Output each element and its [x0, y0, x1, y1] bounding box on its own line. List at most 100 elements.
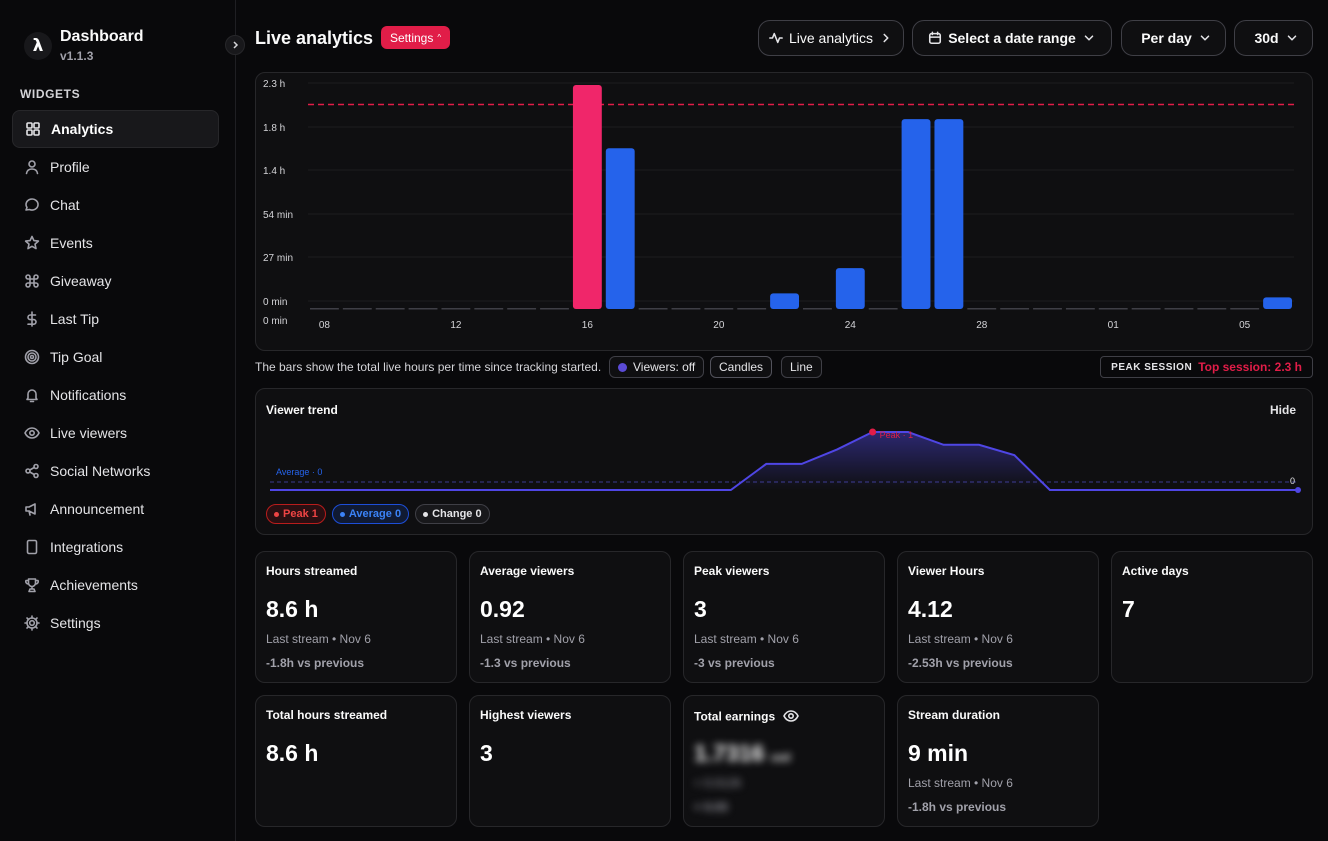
- stat-card-average-viewers: Average viewers 0.92 Last stream • Nov 6 -1…: [469, 551, 671, 683]
- sidebar-item-label: Tip Goal: [50, 349, 103, 365]
- activity-icon: [769, 32, 783, 44]
- collapse-sidebar-button[interactable]: [225, 35, 245, 55]
- line-label: Line: [790, 360, 813, 374]
- viewers-toggle[interactable]: Viewers: off: [609, 356, 705, 378]
- stat-card-peak-viewers: Peak viewers 3 Last stream • Nov 6 -3 vs pr…: [683, 551, 885, 683]
- per-day-label: Per day: [1141, 30, 1192, 46]
- average-label: Average · 0: [276, 467, 322, 477]
- sidebar-item-last-tip[interactable]: Last Tip: [12, 300, 219, 338]
- range-select[interactable]: 30d: [1234, 20, 1313, 56]
- y-tick-label: 0 min: [263, 316, 287, 327]
- x-tick-label: 08: [319, 320, 331, 331]
- settings-badge-button[interactable]: Settings ^: [381, 26, 451, 49]
- bar-empty: [1230, 308, 1260, 310]
- stat-value: 1.7316 usd: [694, 740, 791, 766]
- sidebar-item-social-networks[interactable]: Social Networks: [12, 452, 219, 490]
- app-name: Dashboard: [60, 28, 144, 45]
- app-version: v1.1.3: [60, 49, 94, 63]
- x-tick-label: 05: [1239, 320, 1251, 331]
- live-hours-chart-card: 0 min 0 min 27 min 54 min 1.4 h 1.8 h 2.3 h 08 1…: [255, 72, 1313, 351]
- viewer-trend-line-chart: Average · 0 Peak · 1 0: [270, 428, 1301, 493]
- sidebar-item-profile[interactable]: Profile: [12, 148, 219, 186]
- bar-empty: [1000, 308, 1030, 310]
- stat-title: Viewer Hours: [908, 564, 985, 578]
- candles-button[interactable]: Candles: [710, 356, 773, 378]
- change-chip[interactable]: Change 0: [415, 504, 490, 524]
- sidebar-item-label: Events: [50, 235, 93, 251]
- stat-delta: -1.3 vs previous: [480, 656, 571, 670]
- sidebar-item-live-viewers[interactable]: Live viewers: [12, 414, 219, 452]
- stat-value: 8.6 h: [266, 596, 319, 622]
- bar-empty: [474, 308, 504, 310]
- viewers-dot-icon: [618, 362, 627, 372]
- bar-empty: [868, 308, 898, 310]
- bar: [901, 119, 931, 309]
- stat-card-total-earnings: Total earnings 1.7316 usd + 0.0126 + 0.03: [683, 695, 885, 827]
- candles-label: Candles: [719, 360, 764, 374]
- sidebar-item-achievements[interactable]: Achievements: [12, 566, 219, 604]
- viewer-trend-title: Viewer trend: [266, 403, 338, 417]
- sidebar-item-settings[interactable]: Settings: [12, 604, 219, 642]
- sidebar-item-tip-goal[interactable]: Tip Goal: [12, 338, 219, 376]
- sidebar-item-chat[interactable]: Chat: [12, 186, 219, 224]
- lambda-logo-icon: λ: [24, 32, 52, 60]
- date-range-button[interactable]: Select a date range: [912, 20, 1112, 56]
- stat-card-active-days: Active days 7: [1111, 551, 1313, 683]
- stat-value: 0.92: [480, 596, 525, 622]
- star-icon: [24, 235, 40, 251]
- bar: [605, 148, 635, 309]
- stat-delta: + 0.03: [694, 800, 728, 814]
- y-tick-label: 1.8 h: [263, 123, 285, 134]
- stat-delta: -1.8h vs previous: [266, 656, 365, 670]
- bar-empty: [310, 308, 339, 310]
- dollar-icon: [24, 311, 40, 327]
- bar: [934, 119, 964, 309]
- chevron-right-icon: [883, 33, 889, 43]
- hide-trend-button[interactable]: Hide: [1269, 403, 1296, 417]
- bar-empty: [1098, 308, 1128, 310]
- command-icon: [24, 273, 40, 289]
- stat-title: Hours streamed: [266, 564, 358, 578]
- sidebar-item-giveaway[interactable]: Giveaway: [12, 262, 219, 300]
- chart-caption: The bars show the total live hours per t…: [255, 360, 602, 374]
- sidebar: λ Dashboard v1.1.3 WIDGETS Analytics Prof…: [0, 0, 236, 841]
- sidebar-item-label: Integrations: [50, 539, 124, 555]
- peak-chip[interactable]: Peak 1: [266, 504, 326, 524]
- average-chip[interactable]: Average 0: [331, 504, 410, 524]
- stat-title: Active days: [1122, 564, 1189, 578]
- sidebar-item-label: Settings: [50, 615, 101, 631]
- per-day-select[interactable]: Per day: [1121, 20, 1226, 56]
- live-analytics-button[interactable]: Live analytics: [758, 20, 904, 56]
- user-icon: [24, 159, 40, 175]
- stat-title: Average viewers: [480, 564, 575, 578]
- stat-sub: Last stream • Nov 6: [266, 632, 371, 646]
- peak-marker: [869, 428, 877, 436]
- sidebar-item-events[interactable]: Events: [12, 224, 219, 262]
- chart-caption-row: The bars show the total live hours per t…: [255, 356, 1313, 378]
- sidebar-item-announcement[interactable]: Announcement: [12, 490, 219, 528]
- bar-empty: [507, 308, 537, 310]
- bell-icon: [24, 387, 40, 403]
- sidebar-item-label: Chat: [50, 197, 80, 213]
- viewers-toggle-label: Viewers: off: [633, 360, 696, 374]
- x-tick-label: 24: [845, 320, 857, 331]
- bar-empty: [638, 308, 668, 310]
- bar-empty: [1065, 308, 1095, 310]
- stat-sub: Last stream • Nov 6: [694, 632, 799, 646]
- sidebar-item-integrations[interactable]: Integrations: [12, 528, 219, 566]
- sidebar-item-notifications[interactable]: Notifications: [12, 376, 219, 414]
- bar: [1263, 297, 1292, 309]
- peak-chip-label: Peak 1: [283, 508, 318, 520]
- stat-card-highest-viewers: Highest viewers 3: [469, 695, 671, 827]
- line-button[interactable]: Line: [781, 356, 822, 378]
- bar-empty: [967, 308, 997, 310]
- bar-empty: [540, 308, 569, 310]
- stat-card-viewer-hours: Viewer Hours 4.12 Last stream • Nov 6 -2.53…: [897, 551, 1099, 683]
- sidebar-item-analytics[interactable]: Analytics: [12, 110, 219, 148]
- sidebar-item-label: Notifications: [50, 387, 127, 403]
- stat-value: 9 min: [908, 740, 969, 766]
- stat-value: 8.6 h: [266, 740, 319, 766]
- y-tick-label: 2.3 h: [263, 79, 285, 90]
- eye-icon[interactable]: [783, 708, 800, 727]
- brand[interactable]: λ Dashboard v1.1.3: [24, 28, 144, 64]
